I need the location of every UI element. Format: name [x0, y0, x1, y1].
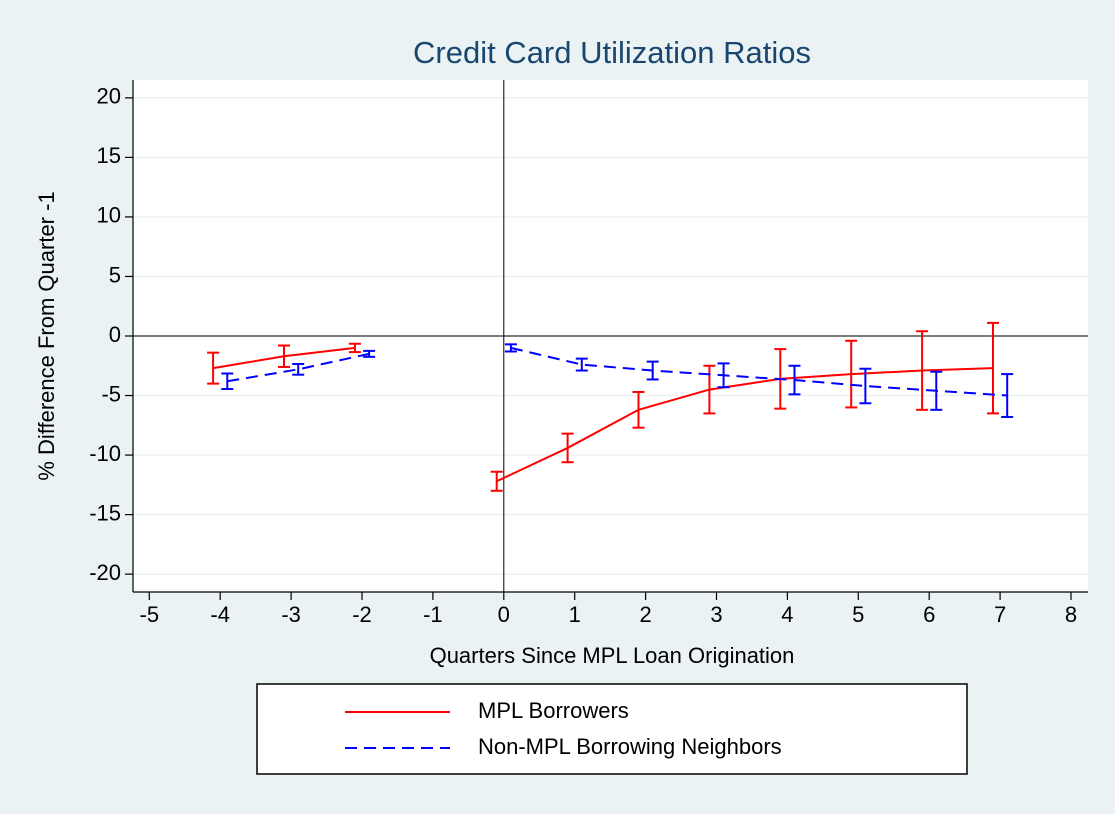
error-bar	[278, 344, 291, 368]
y-tick-label: 10	[97, 203, 121, 228]
x-tick-label: 5	[852, 602, 864, 627]
x-tick-label: -4	[210, 602, 230, 627]
y-tick-label: -20	[89, 560, 121, 585]
error-bar	[348, 342, 361, 354]
series-line	[227, 346, 1008, 397]
y-axis-label: % Difference From Quarter -1	[34, 191, 59, 480]
error-bar	[1001, 373, 1014, 418]
x-tick-label: 3	[710, 602, 722, 627]
error-bar	[930, 370, 943, 411]
x-tick-label: -2	[352, 602, 372, 627]
error-bar	[632, 390, 645, 429]
x-tick-label: -5	[140, 602, 160, 627]
x-tick-label: 8	[1065, 602, 1077, 627]
error-bar	[986, 321, 999, 415]
error-bar	[292, 362, 305, 376]
y-tick-label: -15	[89, 500, 121, 525]
error-bar	[859, 367, 872, 405]
error-bar	[845, 339, 858, 409]
error-bar	[363, 349, 376, 358]
error-bar	[717, 362, 730, 389]
error-bar	[575, 357, 588, 372]
y-tick-label: -10	[89, 441, 121, 466]
error-bar	[207, 351, 220, 385]
error-bar	[490, 470, 503, 492]
x-tick-label: 7	[994, 602, 1006, 627]
error-bar	[561, 432, 574, 464]
x-tick-label: -3	[281, 602, 301, 627]
legend-label: Non-MPL Borrowing Neighbors	[478, 734, 782, 759]
x-tick-label: 1	[569, 602, 581, 627]
y-tick-label: 20	[97, 84, 121, 109]
legend-box	[256, 683, 968, 775]
x-axis-label: Quarters Since MPL Loan Origination	[430, 643, 795, 668]
error-bar	[221, 372, 234, 390]
error-bar	[788, 364, 801, 396]
x-tick-label: 4	[781, 602, 793, 627]
x-tick-label: -1	[423, 602, 443, 627]
error-bar	[646, 360, 659, 381]
x-tick-label: 0	[498, 602, 510, 627]
x-tick-label: 2	[639, 602, 651, 627]
error-bar	[504, 343, 517, 353]
error-bar	[916, 330, 929, 411]
x-tick-label: 6	[923, 602, 935, 627]
y-tick-label: 0	[109, 322, 121, 347]
legend-label: MPL Borrowers	[478, 698, 629, 723]
y-tick-label: 15	[97, 143, 121, 168]
y-tick-label: 5	[109, 262, 121, 287]
chart-title: Credit Card Utilization Ratios	[413, 35, 811, 70]
y-tick-label: -5	[101, 381, 121, 406]
